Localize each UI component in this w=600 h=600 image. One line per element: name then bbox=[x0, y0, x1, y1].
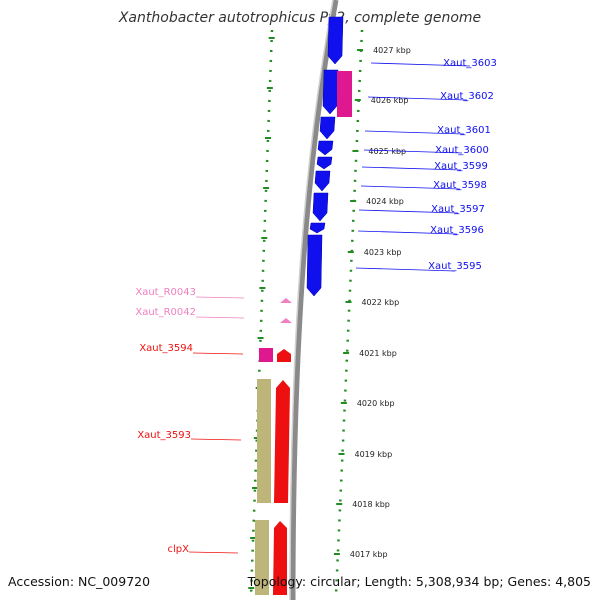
khaki-feature bbox=[257, 379, 271, 503]
ruler-tick-label: 4017 kbp bbox=[350, 550, 388, 559]
backbone-highlight bbox=[289, 0, 334, 600]
label-leader-line bbox=[370, 62, 471, 67]
label-leader-line bbox=[358, 209, 459, 214]
khaki-feature bbox=[255, 520, 269, 595]
rna-feature bbox=[280, 298, 292, 303]
pseudo-feature bbox=[259, 348, 273, 362]
ruler-tick-label: 4020 kbp bbox=[357, 399, 395, 408]
gene-label[interactable]: Xaut_3599 bbox=[434, 161, 488, 172]
gene-label[interactable]: Xaut_3601 bbox=[437, 125, 491, 136]
gene-label[interactable]: Xaut_R0042 bbox=[135, 307, 196, 318]
label-leader-line bbox=[363, 149, 463, 154]
genome-summary-text: Topology: circular; Length: 5,308,934 bp… bbox=[247, 574, 591, 589]
genome-backbone bbox=[289, 0, 339, 600]
ruler-tick-label: 4022 kbp bbox=[361, 298, 399, 307]
map-title: Xanthobacter autotrophicus Py2, complete… bbox=[118, 10, 482, 26]
cds-feature bbox=[327, 16, 344, 65]
label-leader-line bbox=[195, 316, 245, 319]
gene-label[interactable]: Xaut_3594 bbox=[139, 343, 193, 354]
backbone-curve bbox=[290, 0, 339, 600]
gene-label[interactable]: clpX bbox=[168, 544, 190, 555]
cds-feature bbox=[317, 140, 334, 156]
cds-feature bbox=[306, 234, 323, 297]
cds-feature bbox=[274, 380, 290, 503]
label-leader-line bbox=[195, 296, 245, 299]
gene-label[interactable]: Xaut_3593 bbox=[137, 430, 191, 441]
ruler-tick-label: 4021 kbp bbox=[359, 349, 397, 358]
accession-text: Accession: NC_009720 bbox=[8, 574, 151, 589]
gene-label[interactable]: Xaut_3596 bbox=[430, 225, 484, 236]
ruler-tick-label: 4025 kbp bbox=[368, 147, 406, 156]
cds-feature bbox=[309, 222, 326, 234]
gene-label[interactable]: Xaut_3600 bbox=[435, 145, 489, 156]
ruler-tick-label: 4027 kbp bbox=[373, 46, 411, 55]
gene-label[interactable]: Xaut_3595 bbox=[428, 261, 482, 272]
label-leader-line bbox=[355, 267, 456, 272]
grid-line bbox=[334, 29, 364, 596]
label-leader-line bbox=[367, 96, 468, 101]
label-leader-line bbox=[361, 166, 462, 171]
gene-features bbox=[255, 16, 352, 595]
ruler-tick-label: 4018 kbp bbox=[352, 500, 390, 509]
label-leader-line bbox=[192, 352, 244, 355]
label-leader-line bbox=[360, 185, 461, 190]
gene-labels[interactable]: Xaut_3603 Xaut_3602 Xaut_3601 Xaut_3600 Xaut… bbox=[135, 58, 496, 555]
label-leader-line bbox=[364, 130, 465, 135]
cds-feature bbox=[312, 192, 329, 222]
gene-label[interactable]: Xaut_3603 bbox=[443, 58, 497, 69]
gene-label[interactable]: Xaut_3602 bbox=[440, 91, 494, 102]
ruler-tick-label: 4024 kbp bbox=[366, 197, 404, 206]
cds-feature bbox=[314, 170, 331, 192]
gene-label[interactable]: Xaut_3597 bbox=[431, 204, 485, 215]
grid-line bbox=[249, 29, 274, 596]
cds-feature bbox=[277, 349, 291, 362]
cds-feature bbox=[322, 69, 339, 115]
label-leader-line bbox=[357, 230, 458, 235]
label-leader-line bbox=[188, 551, 239, 554]
cds-feature bbox=[273, 521, 287, 595]
ruler-tick-label: 4026 kbp bbox=[371, 96, 409, 105]
position-ruler: 4027 kbp 4026 kbp 4025 kbp 4024 kbp 4023 kbp… bbox=[333, 46, 411, 559]
gene-label[interactable]: Xaut_3598 bbox=[433, 180, 487, 191]
gene-label[interactable]: Xaut_R0043 bbox=[135, 287, 196, 298]
label-leader-line bbox=[190, 438, 242, 441]
rna-feature bbox=[280, 318, 292, 323]
pseudo-feature bbox=[337, 71, 352, 117]
cds-feature bbox=[319, 116, 336, 140]
ruler-tick-label: 4019 kbp bbox=[354, 450, 392, 459]
ruler-tick-label: 4023 kbp bbox=[364, 248, 402, 257]
cds-feature bbox=[316, 156, 333, 170]
